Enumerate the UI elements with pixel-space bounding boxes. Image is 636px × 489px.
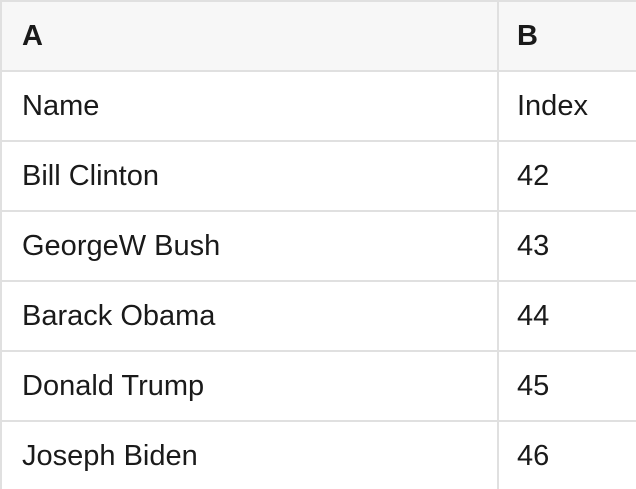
column-header-row: A B xyxy=(0,2,636,72)
cell-a1[interactable]: Name xyxy=(0,72,499,140)
table-row-1: Name Index xyxy=(0,72,636,142)
table-row-3: GeorgeW Bush 43 xyxy=(0,212,636,282)
cell-b3[interactable]: 43 xyxy=(517,229,550,262)
cell-b6[interactable]: 46 xyxy=(517,439,550,472)
table-row-6: Joseph Biden 46 xyxy=(0,422,636,489)
cell-a3[interactable]: GeorgeW Bush xyxy=(0,212,499,280)
cell-a6[interactable]: Joseph Biden xyxy=(0,422,499,489)
cell-a2[interactable]: Bill Clinton xyxy=(0,142,499,210)
cell-a4[interactable]: Barack Obama xyxy=(0,282,499,350)
column-header-a[interactable]: A xyxy=(0,2,499,70)
cell-b5[interactable]: 45 xyxy=(517,369,550,402)
table-row-5: Donald Trump 45 xyxy=(0,352,636,422)
column-header-b[interactable]: B xyxy=(517,19,538,52)
cell-b1[interactable]: Index xyxy=(517,89,588,122)
table-row-2: Bill Clinton 42 xyxy=(0,142,636,212)
cell-a5[interactable]: Donald Trump xyxy=(0,352,499,420)
cell-b2[interactable]: 42 xyxy=(517,159,550,192)
table-row-4: Barack Obama 44 xyxy=(0,282,636,352)
cell-b4[interactable]: 44 xyxy=(517,299,550,332)
